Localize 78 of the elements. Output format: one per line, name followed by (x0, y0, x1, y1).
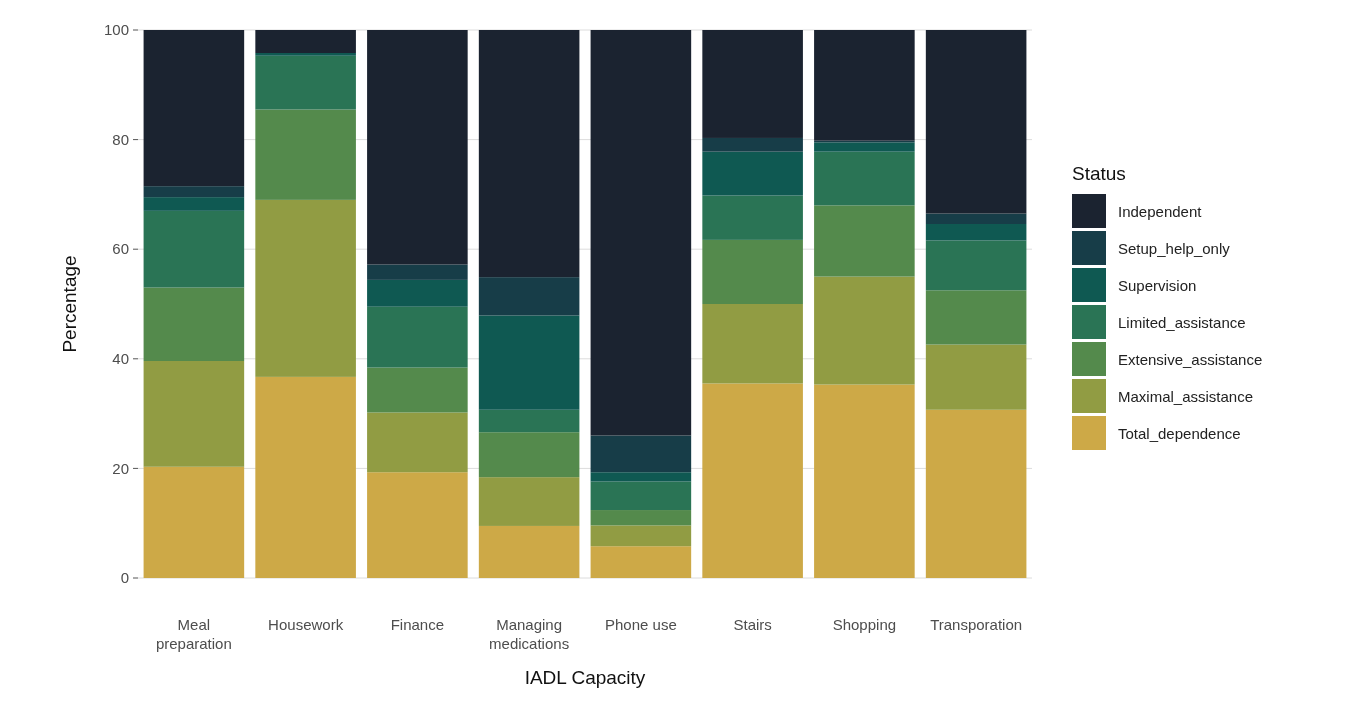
bar (590, 435, 692, 473)
bar (814, 384, 915, 578)
bar (143, 360, 245, 467)
x-axis-title: IADL Capacity (524, 667, 646, 688)
x-tick-label: Phone use (605, 616, 677, 633)
bar (478, 277, 580, 316)
bar (925, 240, 1027, 291)
bar (367, 367, 468, 413)
y-tick-label: 0 (120, 569, 129, 587)
x-tick-label: Shopping (832, 616, 897, 633)
legend-label: Setup_help_only (1118, 240, 1231, 258)
legend-label: Supervision (1118, 277, 1197, 295)
bar (814, 30, 915, 141)
bar (590, 525, 692, 547)
y-tick-label: 40 (112, 350, 129, 368)
bar (925, 30, 1027, 214)
bar (143, 186, 245, 198)
bar (255, 30, 356, 54)
y-tick-label: 80 (112, 130, 129, 148)
bar (478, 409, 580, 433)
bar (814, 205, 915, 277)
bar (367, 30, 468, 265)
y-tick-label: 60 (112, 240, 129, 258)
bar (143, 210, 245, 288)
bar (367, 306, 468, 368)
bar (143, 30, 245, 187)
legend-label: Extensive_assistance (1118, 351, 1263, 369)
bar (925, 290, 1027, 345)
bar (367, 472, 468, 578)
bar (702, 195, 803, 240)
legend-label: Independent (1118, 203, 1203, 221)
bar (478, 525, 580, 578)
x-tick-label: Housework (268, 616, 344, 633)
bar (367, 264, 468, 280)
bar (367, 412, 468, 473)
bar (478, 432, 580, 478)
y-tick-label: 20 (112, 459, 129, 477)
x-tick-label: Managing medications (489, 616, 570, 652)
bar (702, 383, 803, 578)
bar (925, 409, 1027, 578)
bar (814, 142, 915, 152)
bar (478, 315, 580, 410)
bar (143, 466, 245, 578)
bar (702, 151, 803, 196)
bar (255, 109, 356, 200)
bar (478, 30, 580, 278)
x-tick-label: Transporation (930, 616, 1023, 633)
bar (925, 223, 1027, 241)
x-tick-label: Stairs (733, 616, 772, 633)
legend-label: Limited_assistance (1118, 314, 1246, 332)
bar (702, 304, 803, 384)
bar (255, 55, 356, 110)
bar (255, 376, 356, 578)
bar (143, 197, 245, 211)
bar (814, 151, 915, 206)
legend-label: Maximal_assistance (1118, 388, 1254, 406)
bar (590, 30, 692, 436)
bar (702, 239, 803, 304)
bar (702, 137, 803, 152)
bar (143, 287, 245, 361)
bar (255, 199, 356, 377)
bar (925, 344, 1027, 410)
bar (925, 213, 1027, 224)
bar (590, 472, 692, 482)
legend-title: Status (1072, 163, 1126, 184)
bar (814, 276, 915, 385)
legend-label: Total_dependence (1118, 425, 1241, 443)
bar (590, 546, 692, 578)
bar (702, 30, 803, 138)
y-axis-title: Percentage (59, 255, 80, 353)
bar (590, 510, 692, 526)
bar (255, 53, 356, 56)
bar (590, 481, 692, 511)
bar (478, 477, 580, 526)
bar (367, 279, 468, 307)
y-tick-label: 100 (103, 21, 129, 39)
x-tick-label: Finance (390, 616, 445, 633)
x-tick-label: Meal preparation (155, 616, 232, 652)
